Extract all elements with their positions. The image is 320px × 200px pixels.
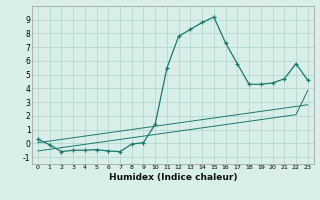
X-axis label: Humidex (Indice chaleur): Humidex (Indice chaleur) (108, 173, 237, 182)
